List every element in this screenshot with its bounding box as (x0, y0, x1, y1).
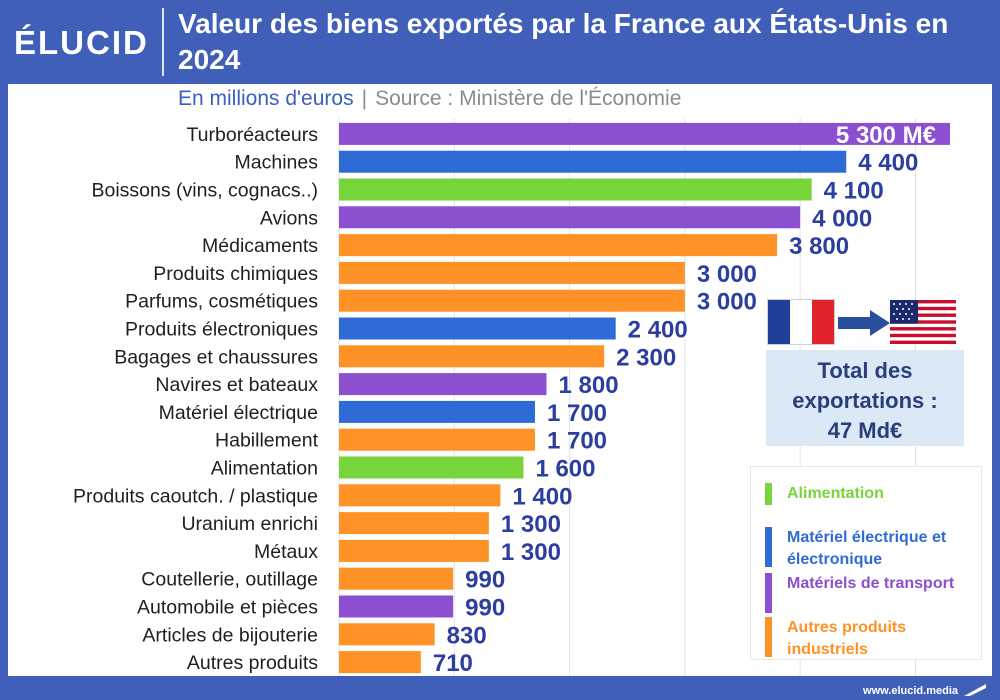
category-label: Automobile et pièces (137, 597, 318, 619)
bar (339, 122, 950, 145)
legend: Alimentation Matériel électrique et élec… (750, 466, 982, 660)
value-label: 990 (465, 567, 505, 594)
value-label: 4 400 (858, 150, 918, 177)
bar (339, 428, 535, 451)
category-label: Matériel électrique (159, 402, 318, 424)
bar (339, 567, 454, 590)
logo-text: ÉLUCID (14, 24, 149, 61)
bar (339, 512, 489, 535)
legend-swatch (765, 527, 772, 567)
legend-label: Autres produits industriels (787, 619, 907, 658)
value-label: 2 300 (616, 344, 676, 371)
unit-label: En millions d'euros (178, 87, 354, 110)
bar (339, 400, 535, 423)
value-label: 1 300 (501, 539, 561, 566)
value-label: 990 (465, 595, 505, 622)
subtitle: En millions d'euros | Source : Ministère d… (178, 87, 978, 111)
legend-label: Alimentation (787, 485, 884, 502)
total-label-line1: Total des (817, 358, 913, 383)
bar (339, 651, 421, 674)
category-label: Turboréacteurs (186, 124, 318, 146)
source-label: Source : Ministère de l'Économie (375, 87, 682, 110)
france-flag-icon (768, 300, 834, 344)
footer-url[interactable]: www.elucid.media (863, 685, 958, 697)
total-label-line2: exportations : (792, 388, 938, 413)
arrow-right-icon (838, 310, 890, 336)
usa-flag-icon (890, 300, 956, 344)
bar (339, 595, 454, 618)
category-label: Articles de bijouterie (142, 624, 318, 646)
value-label: 1 300 (501, 511, 561, 538)
category-label: Produits électroniques (125, 319, 318, 341)
bar-chart: Turboréacteurs 5 300 M€ Machines 4 400 Boiss… (73, 118, 950, 676)
header: ÉLUCID Valeur des biens exportés par la … (0, 0, 1000, 84)
legend-swatch (765, 483, 772, 505)
category-label: Bagages et chaussures (114, 346, 318, 368)
category-label: Boissons (vins, cognacs..) (91, 180, 318, 202)
value-label: 5 300 M€ (836, 122, 936, 149)
total-exports-box: Total des exportations : 47 Md€ (766, 350, 964, 446)
category-label: Métaux (254, 541, 318, 563)
category-label: Machines (235, 152, 319, 174)
category-label: Navires et bateaux (155, 374, 318, 396)
value-label: 2 400 (628, 317, 688, 344)
value-label: 3 800 (789, 233, 849, 260)
legend-label: Matériels de transport (787, 575, 955, 592)
legend-swatch (765, 573, 772, 613)
bar (339, 150, 847, 173)
total-value: 47 Md€ (827, 418, 903, 443)
value-label: 3 000 (697, 289, 757, 316)
bar (339, 539, 489, 562)
flags-group (766, 300, 976, 350)
bar (339, 345, 605, 368)
value-label: 1 800 (559, 372, 619, 399)
category-label: Habillement (215, 430, 319, 452)
category-label: Produits chimiques (153, 263, 318, 285)
chart-panel: Turboréacteurs 5 300 M€ Machines 4 400 Boiss… (8, 84, 992, 676)
legend-label: Matériel électrique et électronique (787, 529, 947, 568)
value-label: 1 600 (535, 456, 595, 483)
category-label: Autres produits (187, 652, 318, 674)
header-divider (162, 8, 164, 76)
elucid-mark-icon (964, 684, 986, 696)
value-label: 1 700 (547, 428, 607, 455)
bar (339, 317, 616, 340)
category-label: Uranium enrichi (181, 513, 318, 535)
bar (339, 623, 435, 646)
category-label: Médicaments (202, 235, 318, 257)
category-label: Coutellerie, outillage (141, 569, 318, 591)
chart-title: Valeur des biens exportés par la France … (178, 8, 949, 75)
bar (339, 178, 812, 201)
legend-swatch (765, 617, 772, 657)
elucid-logo[interactable]: ÉLUCID (14, 20, 154, 64)
value-label: 4 000 (812, 205, 872, 232)
subtitle-separator: | (361, 87, 368, 110)
bar (339, 456, 524, 479)
bar (339, 289, 685, 312)
category-label: Parfums, cosmétiques (125, 291, 318, 313)
bar (339, 484, 501, 507)
bar (339, 234, 778, 257)
bar (339, 373, 547, 396)
bar (339, 206, 801, 229)
bar (339, 261, 685, 284)
value-label: 710 (433, 650, 473, 676)
value-label: 1 700 (547, 400, 607, 427)
value-label: 1 400 (512, 483, 572, 510)
category-label: Alimentation (211, 458, 318, 480)
category-label: Produits caoutch. / plastique (73, 485, 318, 507)
value-label: 830 (447, 622, 487, 649)
value-label: 4 100 (824, 178, 884, 205)
category-label: Avions (260, 207, 318, 229)
value-label: 3 000 (697, 261, 757, 288)
